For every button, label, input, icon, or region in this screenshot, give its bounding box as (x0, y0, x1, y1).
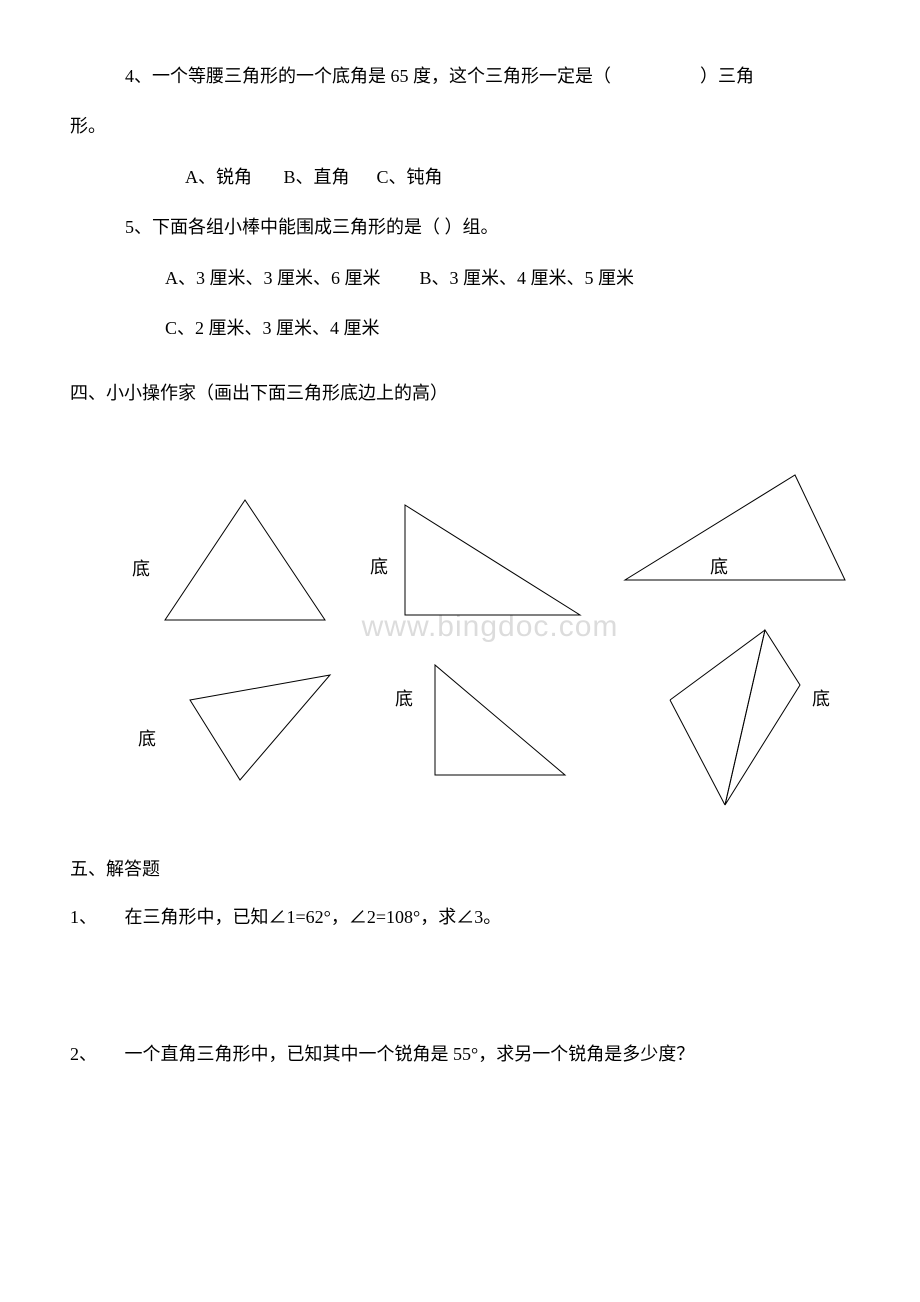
triangles-area: www.bingdoc.com 底 底 底 底 底 底 (100, 425, 880, 805)
triangle-1 (160, 495, 330, 625)
q4-line2: 形。 (70, 110, 850, 142)
triangle-4 (185, 670, 335, 785)
section5-q1-text: 在三角形中，已知∠1=62°，∠2=108°，求∠3。 (125, 907, 502, 927)
section5-q2: 2、 一个直角三角形中，已知其中一个锐角是 55°，求另一个锐角是多少度？ (70, 1038, 850, 1070)
triangle-5-base-label: 底 (395, 685, 413, 711)
q5-opts-row1: A、3 厘米、3 厘米、6 厘米 B、3 厘米、4 厘米、5 厘米 (70, 262, 850, 294)
section5-q1: 1、 在三角形中，已知∠1=62°，∠2=108°，求∠3。 (70, 901, 850, 933)
triangle-6 (665, 625, 805, 810)
triangle-1-base-label: 底 (132, 555, 150, 581)
q4-options: A、锐角 B、直角 C、钝角 (70, 161, 850, 193)
section4-heading: 四、小小操作家（画出下面三角形底边上的高） (70, 379, 850, 405)
q4-text-post: ）三角 (700, 66, 754, 86)
triangle-5 (430, 660, 570, 780)
triangle-3-base-label: 底 (710, 553, 728, 579)
triangle-3 (620, 470, 850, 585)
section5-q2-text: 一个直角三角形中，已知其中一个锐角是 55°，求另一个锐角是多少度？ (125, 1044, 695, 1064)
triangle-6-base-label: 底 (812, 685, 830, 711)
q5-optB: B、3 厘米、4 厘米、5 厘米 (420, 268, 635, 288)
q4-text-pre: 4、一个等腰三角形的一个底角是 65 度，这个三角形一定是（ (125, 66, 611, 86)
q5-stem: 5、下面各组小棒中能围成三角形的是（ ）组。 (70, 211, 850, 243)
q4-line1: 4、一个等腰三角形的一个底角是 65 度，这个三角形一定是（ ）三角 (70, 60, 850, 92)
q5-optA: A、3 厘米、3 厘米、6 厘米 (165, 268, 381, 288)
triangle-2 (400, 500, 585, 620)
q5-optC: C、2 厘米、3 厘米、4 厘米 (70, 312, 850, 344)
triangle-2-base-label: 底 (370, 553, 388, 579)
section5-q1-num: 1、 (70, 901, 120, 933)
section5-q2-num: 2、 (70, 1038, 120, 1070)
triangle-4-base-label: 底 (138, 725, 156, 751)
section5-heading: 五、解答题 (70, 855, 850, 881)
section5-q1-workspace (70, 948, 850, 1038)
